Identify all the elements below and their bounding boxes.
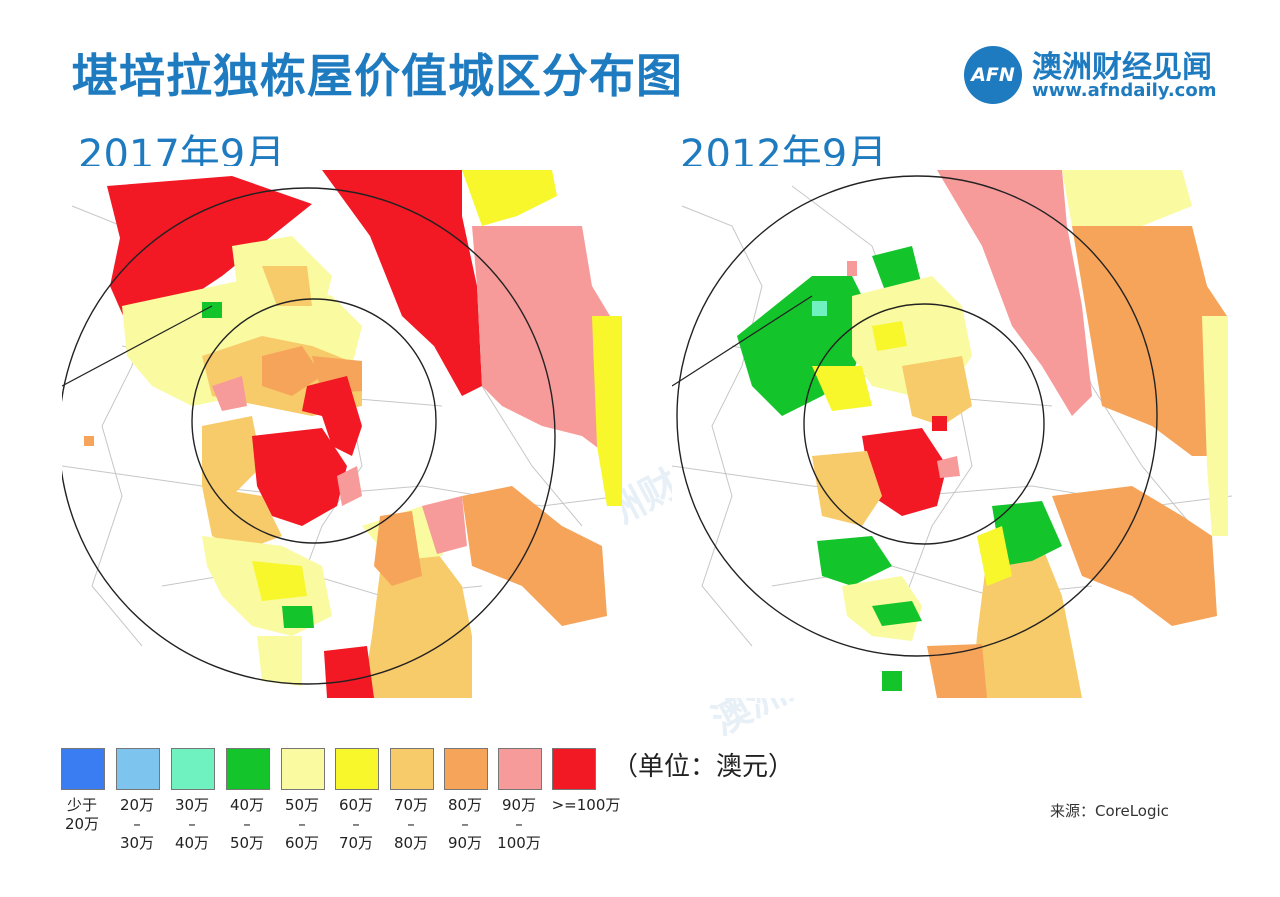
brand-name: 澳洲财经见闻: [1032, 50, 1212, 85]
legend-label: 少于 20万: [64, 796, 100, 833]
legend-label: 70万 – 80万: [393, 796, 429, 852]
map-2017: [62, 166, 622, 698]
legend-swatch-8: [498, 748, 542, 790]
brand-url: www.afndaily.com: [1032, 80, 1217, 101]
legend-label: 30万 – 40万: [174, 796, 210, 852]
legend-swatch-6: [390, 748, 434, 790]
legend-label: 20万 – 30万: [119, 796, 155, 852]
map-2012: [672, 166, 1232, 698]
legend-swatch-1: [116, 748, 160, 790]
legend-swatch-2: [171, 748, 215, 790]
legend-label: 90万 – 100万: [497, 796, 541, 852]
map-regions-2017: [84, 170, 622, 698]
legend-swatch-3: [226, 748, 270, 790]
legend-label: >=100万: [551, 796, 621, 814]
source-note: 来源：CoreLogic: [1050, 802, 1169, 820]
legend-label: 40万 – 50万: [229, 796, 265, 852]
brand: AFN 澳洲财经见闻 www.afndaily.com: [964, 40, 1244, 104]
legend-label: 50万 – 60万: [284, 796, 320, 852]
legend-swatch-7: [444, 748, 488, 790]
legend-swatch-5: [335, 748, 379, 790]
afn-logo-icon: AFN: [964, 46, 1022, 104]
legend-swatch-9: [552, 748, 596, 790]
legend-label: 80万 – 90万: [447, 796, 483, 852]
page-title: 堪培拉独栋屋价值城区分布图: [72, 49, 683, 103]
legend-swatch-4: [281, 748, 325, 790]
map-regions-2012: [737, 170, 1228, 698]
legend-label: 60万 – 70万: [338, 796, 374, 852]
legend-unit: （单位：澳元）: [612, 752, 795, 782]
legend-swatch-0: [61, 748, 105, 790]
